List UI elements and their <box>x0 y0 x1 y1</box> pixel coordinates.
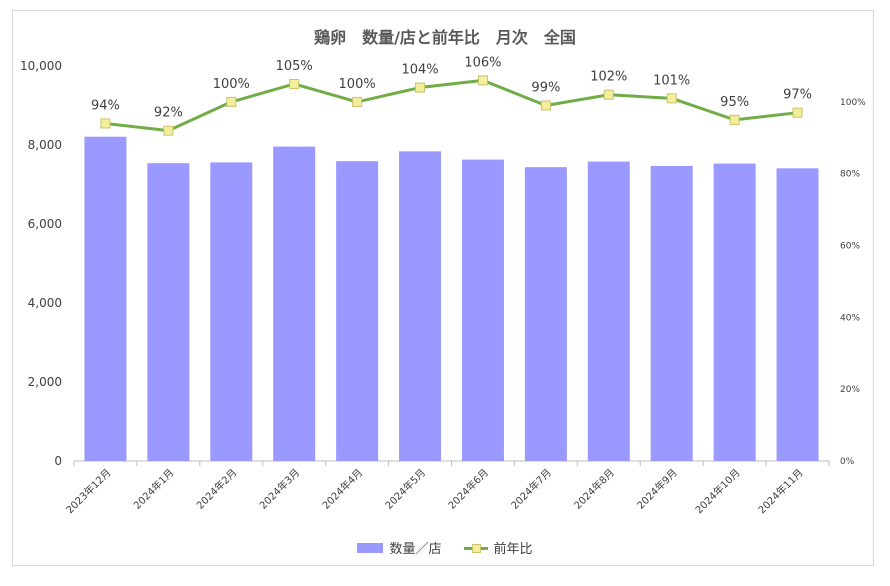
legend-item-bar: 数量／店 <box>357 538 442 557</box>
data-label: 105% <box>276 59 313 74</box>
line-point <box>163 125 174 136</box>
bar <box>776 168 819 461</box>
left-tick-label: 10,000 <box>20 59 62 73</box>
x-tick-label: 2024年1月 <box>131 466 177 512</box>
bar <box>461 159 504 462</box>
bar <box>524 167 567 461</box>
right-axis: 0% 20% 40% 60% 80% 100% <box>840 98 866 467</box>
left-tick-label: 4,000 <box>28 296 62 310</box>
bar-series <box>84 136 819 462</box>
line-point <box>289 78 300 89</box>
right-tick-label: 60% <box>840 242 860 252</box>
data-label: 99% <box>531 81 560 96</box>
right-tick-label: 80% <box>840 170 860 180</box>
left-tick-label: 0 <box>54 454 62 468</box>
bar <box>713 163 756 461</box>
line-point <box>226 96 237 107</box>
line-point <box>415 82 426 93</box>
legend-item-line: 前年比 <box>463 538 533 557</box>
x-tick-label: 2024年8月 <box>571 466 617 512</box>
bar <box>587 161 630 461</box>
x-tick-label: 2024年9月 <box>634 466 680 512</box>
line-point <box>666 93 677 104</box>
x-tick-label: 2024年3月 <box>257 466 303 512</box>
bar <box>336 161 379 461</box>
line-series: 94% 92% 100% 105% 100% 104% 106% 99% 102% 101% 95%… <box>91 55 812 136</box>
x-axis: 2023年12月 2024年1月 2024年2月 2024年3月 2024年4月 2024… <box>63 466 805 516</box>
left-tick-label: 8,000 <box>28 138 62 152</box>
line-point <box>729 114 740 125</box>
legend-line-swatch <box>463 543 488 553</box>
data-label: 92% <box>154 106 183 121</box>
x-tick-label: 2024年7月 <box>508 466 554 512</box>
line-point <box>100 118 111 129</box>
x-tick-label: 2023年12月 <box>63 466 113 516</box>
data-label: 95% <box>720 95 749 110</box>
x-tick-label: 2024年11月 <box>755 466 805 516</box>
legend: 数量／店 前年比 <box>0 538 890 557</box>
data-label: 106% <box>464 55 501 70</box>
data-label: 102% <box>590 70 627 85</box>
bar <box>273 146 316 461</box>
left-tick-label: 2,000 <box>28 375 62 389</box>
x-tick-label: 2024年10月 <box>692 466 742 516</box>
right-tick-label: 100% <box>840 98 866 108</box>
data-label: 101% <box>653 73 690 88</box>
chart-title: 鶏卵 数量/店と前年比 月次 全国 <box>314 28 576 47</box>
line-point <box>477 75 488 86</box>
data-label: 97% <box>783 88 812 103</box>
x-tick-label: 2024年6月 <box>445 466 491 512</box>
left-tick-label: 6,000 <box>28 217 62 231</box>
data-label: 104% <box>401 63 438 78</box>
data-label: 100% <box>213 77 250 92</box>
x-tick-label: 2024年4月 <box>319 466 365 512</box>
x-tick-label: 2024年2月 <box>194 466 240 512</box>
right-tick-label: 40% <box>840 313 860 323</box>
legend-label-line: 前年比 <box>493 542 533 557</box>
bar <box>84 136 127 461</box>
data-label: 100% <box>339 77 376 92</box>
bar <box>399 151 442 461</box>
bar <box>147 163 190 462</box>
left-axis: 0 2,000 4,000 6,000 8,000 10,000 <box>20 59 62 468</box>
x-tick-marks <box>73 461 830 466</box>
bar <box>210 162 253 461</box>
line-path <box>105 78 798 133</box>
line-point <box>540 100 551 111</box>
data-label: 94% <box>91 98 120 113</box>
right-tick-label: 0% <box>840 457 855 467</box>
legend-bar-swatch <box>357 542 384 553</box>
line-point <box>352 96 363 107</box>
x-tick-label: 2024年5月 <box>382 466 428 512</box>
bar <box>650 165 693 461</box>
line-point <box>603 89 614 100</box>
legend-label-bar: 数量／店 <box>389 542 442 557</box>
line-point <box>792 107 803 118</box>
right-tick-label: 20% <box>840 385 860 395</box>
